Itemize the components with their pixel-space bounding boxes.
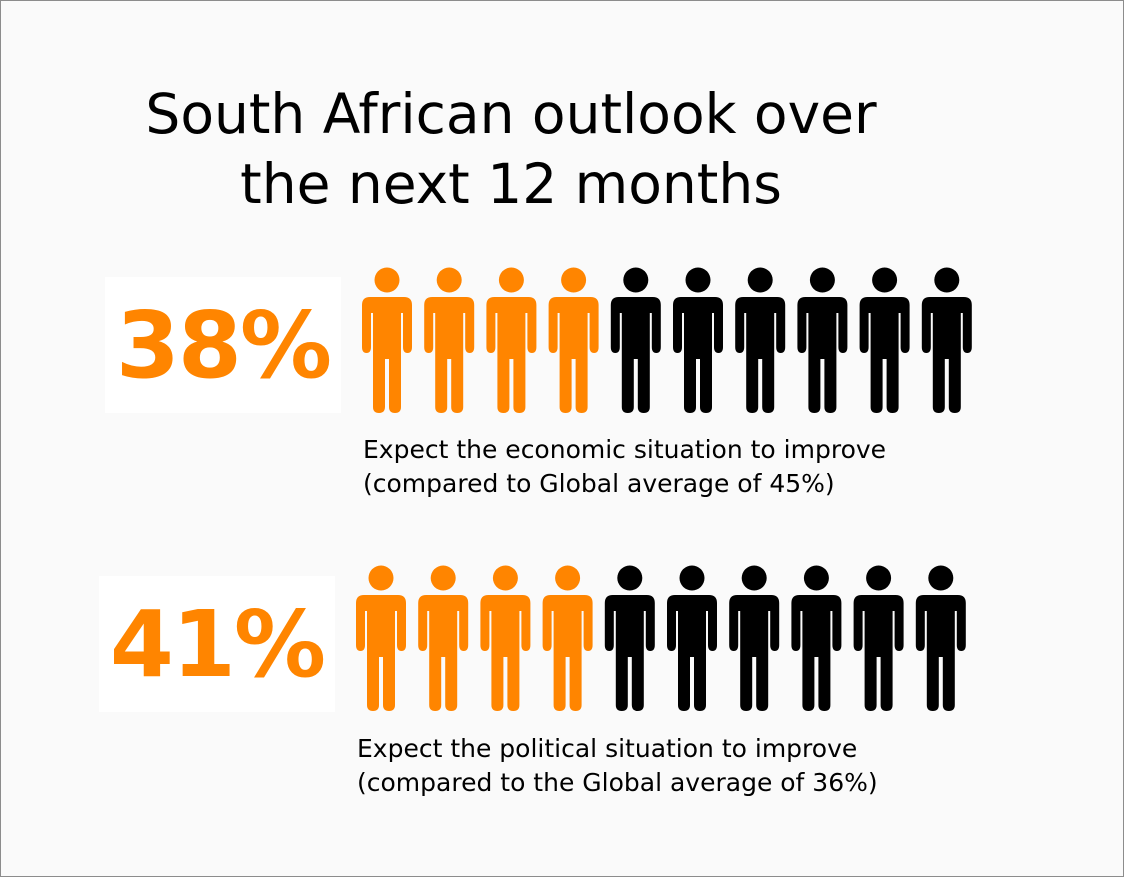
caption-political-line-2: (compared to the Global average of 36%) (357, 768, 878, 797)
person-icon-row-political (356, 565, 966, 711)
person-icon (853, 565, 904, 711)
person-icon-row-economic (362, 267, 972, 413)
person-icon (729, 565, 780, 711)
highlighted-person-icon (486, 267, 537, 413)
person-icon (921, 267, 972, 413)
title-line-1: South African outlook over (145, 82, 877, 146)
caption-economic-line-1: Expect the economic situation to improve (363, 435, 887, 464)
person-icon (673, 267, 723, 413)
person-icon (859, 267, 910, 413)
caption-political: Expect the political situation to improv… (357, 732, 878, 800)
title-line-2: the next 12 months (240, 152, 782, 216)
stat-box-economic: 38% (105, 277, 341, 413)
person-icon (667, 565, 717, 711)
stat-value-economic: 38% (115, 291, 332, 399)
person-icon (915, 565, 966, 711)
person-icon (604, 565, 655, 711)
infographic-title: South African outlook over the next 12 m… (61, 79, 961, 219)
highlighted-person-icon (542, 565, 593, 711)
highlighted-person-icon (480, 565, 531, 711)
person-icon (791, 565, 842, 711)
caption-political-line-1: Expect the political situation to improv… (357, 734, 858, 763)
caption-economic-line-2: (compared to Global average of 45%) (363, 469, 835, 498)
highlighted-person-icon (362, 267, 412, 413)
highlighted-person-icon (548, 267, 599, 413)
stat-box-political: 41% (99, 576, 335, 712)
highlighted-person-icon (356, 565, 406, 711)
highlighted-person-icon (418, 565, 469, 711)
person-icon (797, 267, 848, 413)
person-icon (610, 267, 661, 413)
person-icon (735, 267, 786, 413)
caption-economic: Expect the economic situation to improve… (363, 433, 886, 501)
highlighted-person-icon (424, 267, 475, 413)
stat-value-political: 41% (109, 590, 326, 698)
